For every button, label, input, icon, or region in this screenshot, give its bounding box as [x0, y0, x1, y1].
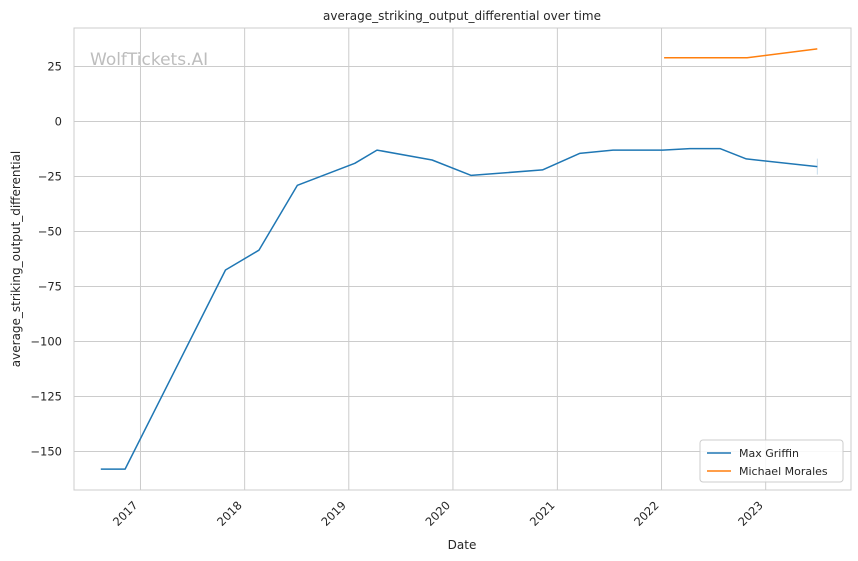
y-tick-label: −50: [38, 225, 62, 239]
legend-box: [699, 439, 844, 483]
y-tick-label: 0: [55, 115, 62, 129]
y-tick-label: −150: [30, 445, 62, 459]
chart-title: average_striking_output_differential ove…: [323, 9, 601, 23]
grid: [74, 28, 851, 490]
y-axis-title: average_striking_output_differential: [9, 151, 23, 367]
series-line-michael-morales: [664, 48, 818, 59]
x-axis-title: Date: [448, 538, 477, 552]
y-tick-label: −100: [30, 335, 62, 349]
y-tick-label: −25: [38, 170, 62, 184]
plot-frame: [73, 27, 852, 491]
series-line-max-griffin: [100, 147, 818, 470]
y-tick-label: −75: [38, 280, 62, 294]
tick-labels: 2017 2018 2019 2020 2021 2022 2023250−25−50−75…: [30, 60, 765, 529]
legend-label-michael-morales: Michael Morales: [739, 465, 828, 478]
series-layer: [100, 48, 818, 470]
y-tick-label: 25: [47, 60, 62, 74]
watermark: WolfTickets.AI: [90, 50, 208, 70]
legend-label-max-griffin: Max Griffin: [739, 447, 799, 460]
y-tick-label: −125: [30, 390, 62, 404]
legend: Max Griffin Michael Morales: [699, 439, 844, 483]
